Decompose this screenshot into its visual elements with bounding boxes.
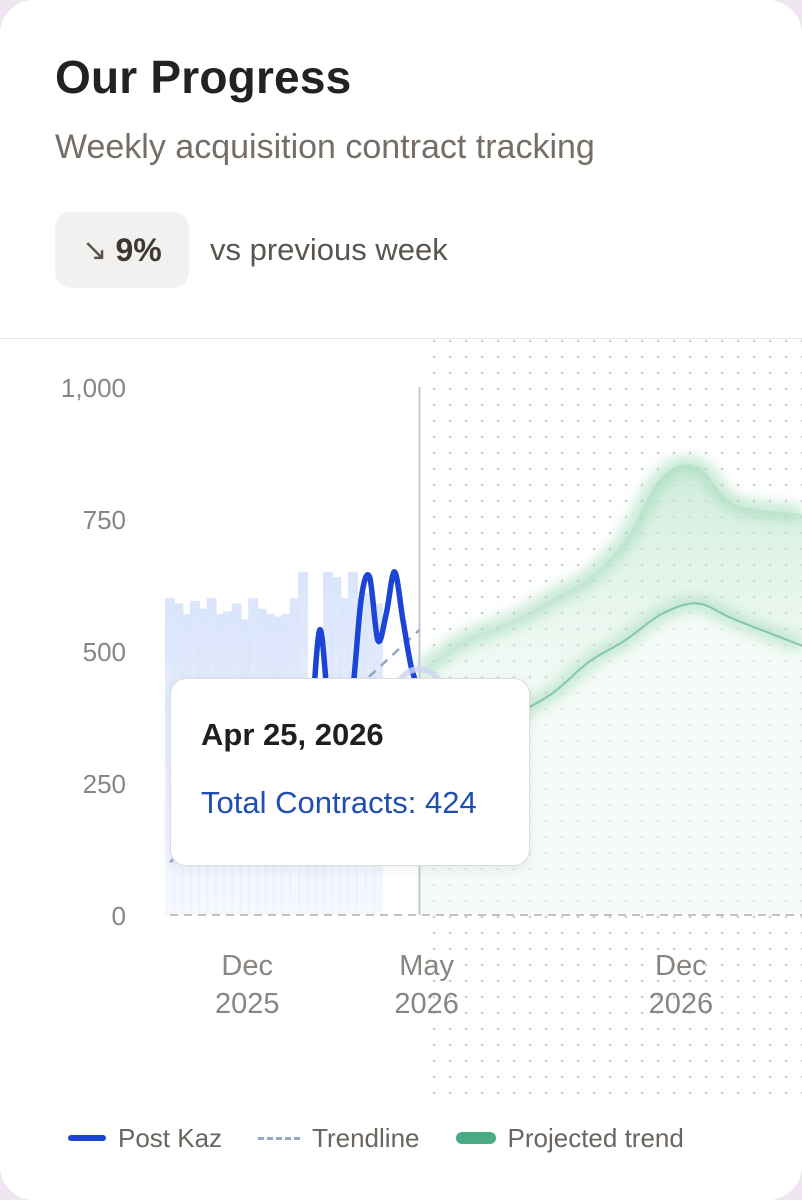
divider [0,338,802,339]
y-tick-label: 750 [83,505,126,535]
projected-upper-glow [415,457,802,678]
x-tick-month: Dec [655,950,707,982]
legend-swatch-projected [455,1132,496,1144]
change-value: 9% [115,231,162,268]
change-badge: ↘ 9% [55,212,189,288]
chart-legend: Post Kaz Trendline Projected trend [68,1118,684,1158]
arrow-down-right-icon: ↘ [82,233,108,267]
x-tick-month: Dec [221,950,273,982]
y-tick-label: 500 [83,637,126,667]
change-caption: vs previous week [210,232,448,267]
legend-item-trendline[interactable]: Trendline [258,1122,420,1154]
tooltip-date: Apr 25, 2026 [201,717,384,752]
y-tick-label: 0 [112,901,126,931]
x-tick-month: May [399,950,454,982]
card-title: Our Progress [55,51,352,103]
x-tick-year: 2026 [649,988,714,1020]
legend-label-projected: Projected trend [507,1122,684,1153]
legend-label-trendline: Trendline [312,1122,420,1153]
chart-tooltip: Apr 25, 2026 Total Contracts: 424 [170,678,530,866]
x-tick-year: 2026 [394,988,459,1020]
legend-swatch-actual [68,1135,106,1141]
legend-swatch-trendline [258,1136,301,1140]
tooltip-value: Total Contracts: 424 [201,785,477,820]
y-tick-label: 250 [83,769,126,799]
legend-label-actual: Post Kaz [118,1122,223,1153]
card-subtitle: Weekly acquisition contract tracking [55,128,595,166]
y-tick-label: 1,000 [61,373,126,403]
x-tick-year: 2025 [215,988,280,1020]
legend-item-actual[interactable]: Post Kaz [68,1123,222,1154]
legend-item-projected[interactable]: Projected trend [455,1122,684,1154]
